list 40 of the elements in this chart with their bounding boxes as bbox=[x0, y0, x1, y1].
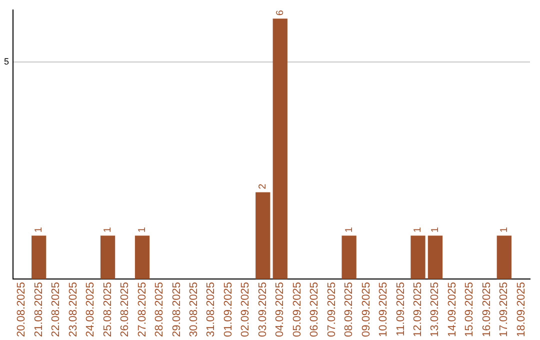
data-label: 1 bbox=[344, 226, 355, 233]
data-label: 1 bbox=[137, 226, 148, 233]
x-tick-label: 24.08.2025 bbox=[84, 282, 97, 338]
x-tick-label: 04.09.2025 bbox=[274, 282, 286, 338]
x-tick-label: 02.09.2025 bbox=[240, 282, 252, 338]
x-tick-label: 28.08.2025 bbox=[154, 282, 166, 338]
x-tick-label: 03.09.2025 bbox=[256, 282, 269, 338]
x-tick-label: 14.09.2025 bbox=[446, 282, 458, 338]
x-tick-label: 17.09.2025 bbox=[498, 282, 510, 338]
data-label: 6 bbox=[274, 10, 286, 16]
x-tick-label: 16.09.2025 bbox=[480, 282, 493, 338]
data-label: 1 bbox=[498, 226, 510, 233]
x-tick-label: 22.08.2025 bbox=[50, 282, 62, 338]
data-label: 2 bbox=[258, 183, 269, 190]
data-label: 1 bbox=[412, 226, 424, 233]
x-tick-label: 15.09.2025 bbox=[464, 282, 476, 338]
data-label: 1 bbox=[430, 226, 441, 233]
x-tick-label: 12.09.2025 bbox=[412, 282, 424, 338]
data-label: 1 bbox=[102, 226, 114, 233]
x-tick-label: 08.09.2025 bbox=[343, 282, 356, 338]
x-tick-label: 27.08.2025 bbox=[136, 282, 148, 338]
x-tick-label: 18.09.2025 bbox=[515, 282, 528, 338]
x-tick-label: 05.09.2025 bbox=[291, 282, 304, 338]
x-tick-label: 06.09.2025 bbox=[308, 282, 321, 338]
x-tick-label: 23.08.2025 bbox=[67, 282, 80, 338]
x-tick-label: 01.09.2025 bbox=[222, 282, 234, 338]
x-tick-label: 21.08.2025 bbox=[32, 282, 45, 338]
x-tick-label: 25.08.2025 bbox=[102, 282, 114, 338]
x-tick-label: 09.09.2025 bbox=[360, 282, 372, 338]
x-tick-label: 30.08.2025 bbox=[188, 282, 200, 338]
data-label: 1 bbox=[34, 226, 45, 233]
x-tick-label: 26.08.2025 bbox=[119, 282, 132, 338]
x-tick-label: 11.09.2025 bbox=[394, 282, 407, 336]
x-tick-label: 10.09.2025 bbox=[378, 282, 390, 338]
x-tick-label: 13.09.2025 bbox=[429, 282, 442, 338]
x-tick-label: 20.08.2025 bbox=[16, 282, 28, 338]
x-tick-label: 31.08.2025 bbox=[205, 282, 218, 338]
x-tick-label: 29.08.2025 bbox=[170, 282, 183, 338]
y-tick-label: 5 bbox=[4, 56, 10, 67]
x-tick-label: 07.09.2025 bbox=[326, 282, 338, 338]
